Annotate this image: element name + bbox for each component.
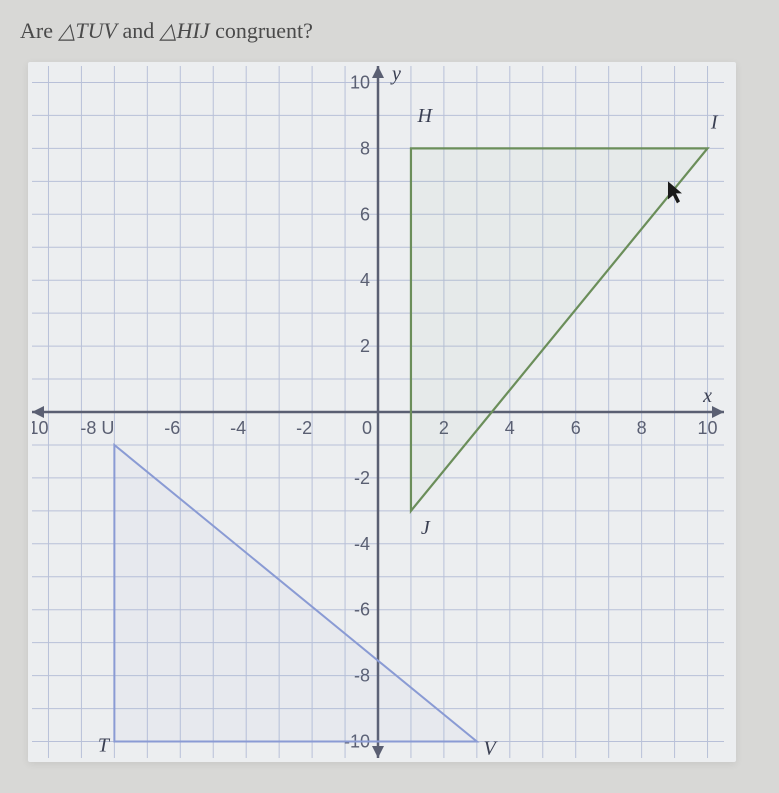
vertex-label-J: J bbox=[421, 517, 431, 539]
y-tick-label: -2 bbox=[354, 468, 370, 488]
y-tick-label: 8 bbox=[360, 138, 370, 158]
q-mid: and bbox=[117, 18, 160, 43]
coordinate-chart: -10-8 U-6-4-20246810-10-8-6-4-2246810yxT… bbox=[28, 62, 736, 762]
y-axis-label: y bbox=[390, 66, 401, 85]
x-tick-label: 8 bbox=[637, 418, 647, 438]
x-axis-label: x bbox=[702, 385, 712, 407]
vertex-label-T: T bbox=[98, 734, 111, 756]
q-tri2: △HIJ bbox=[160, 18, 210, 43]
y-tick-label: -6 bbox=[354, 600, 370, 620]
x-tick-label: 4 bbox=[505, 418, 515, 438]
x-tick-label: -6 bbox=[164, 418, 180, 438]
x-tick-label: 6 bbox=[571, 418, 581, 438]
q-prefix: Are bbox=[20, 18, 58, 43]
x-tick-label: -4 bbox=[230, 418, 246, 438]
y-tick-label: -4 bbox=[354, 534, 370, 554]
vertex-label-H: H bbox=[417, 105, 434, 127]
y-tick-label: 10 bbox=[350, 72, 370, 92]
x-tick-label: -2 bbox=[296, 418, 312, 438]
y-tick-label: 6 bbox=[360, 204, 370, 224]
y-tick-label: 2 bbox=[360, 336, 370, 356]
x-tick-label: -10 bbox=[32, 418, 48, 438]
q-tri1: △TUV bbox=[58, 18, 116, 43]
x-tick-label: 10 bbox=[698, 418, 718, 438]
vertex-label-I: I bbox=[710, 112, 719, 134]
y-tick-label: 4 bbox=[360, 270, 370, 290]
question-text: Are △TUV and △HIJ congruent? bbox=[0, 0, 779, 52]
x-tick-label: -8 U bbox=[80, 418, 114, 438]
q-suffix: congruent? bbox=[210, 18, 313, 43]
x-tick-label: 0 bbox=[362, 418, 372, 438]
grid-svg: -10-8 U-6-4-20246810-10-8-6-4-2246810yxT… bbox=[32, 66, 724, 758]
